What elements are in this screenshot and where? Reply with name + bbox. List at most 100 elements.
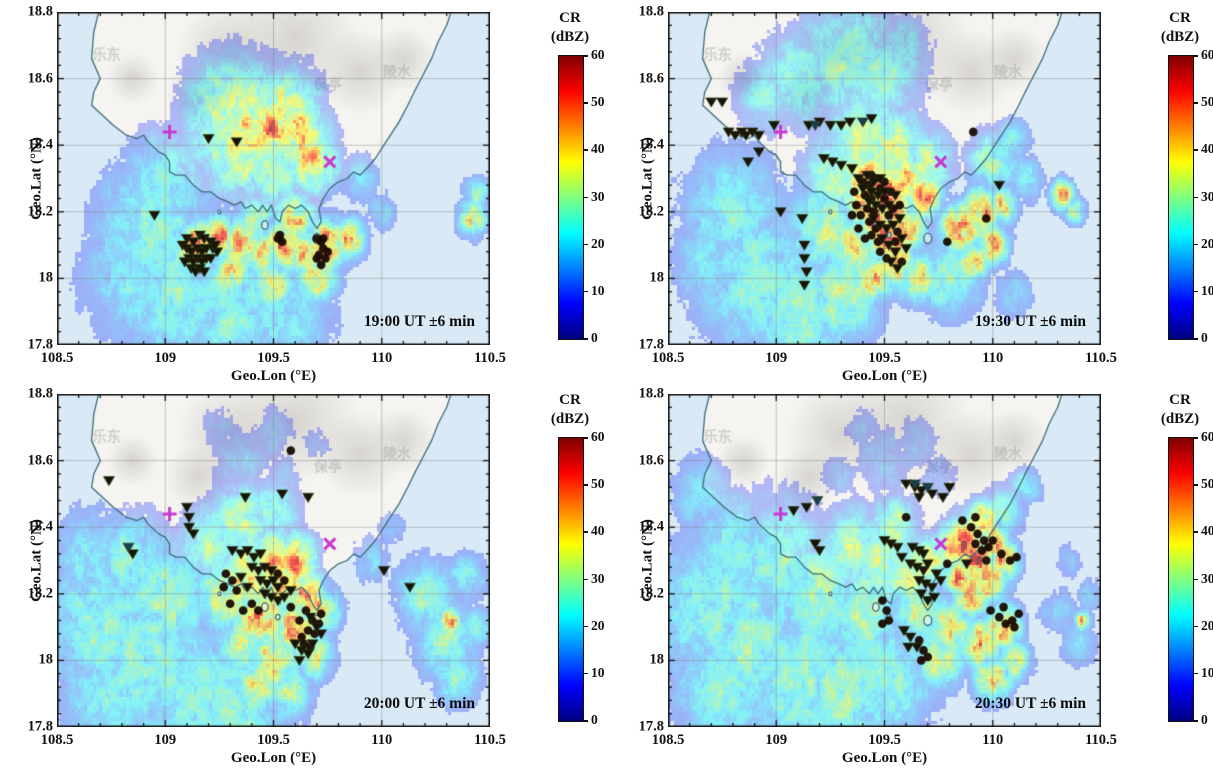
x-tick-label: 108.5 — [40, 732, 74, 748]
colorbar-tick-label: 40 — [591, 141, 605, 157]
radar-map-canvas-4 — [668, 394, 1101, 727]
y-tick-label: 18.2 — [638, 585, 664, 602]
colorbar-tick-label: 40 — [1201, 523, 1213, 539]
x-axis-title: Geo.Lon (°E) — [230, 368, 317, 384]
colorbar-tick-label: 10 — [591, 664, 605, 680]
y-axis-title: Geo.Lat (°N) — [28, 136, 45, 220]
colorbar-tick — [583, 55, 588, 57]
x-tick-label: 110.5 — [1085, 350, 1117, 366]
x-tick-label: 110 — [982, 350, 1004, 366]
radar-map-canvas-2 — [668, 12, 1101, 345]
y-tick-label: 18.8 — [27, 385, 53, 402]
colorbar-tick-label: 0 — [591, 330, 598, 345]
x-tick-label: 109 — [154, 732, 177, 748]
colorbar-title: CR — [559, 10, 581, 26]
colorbar-tick — [1193, 625, 1198, 628]
time-badge: 20:00 UT ±6 min — [363, 695, 475, 712]
y-tick-label: 17.8 — [27, 336, 53, 353]
colorbar-tick-label: 60 — [591, 47, 605, 62]
colorbar-tick — [583, 290, 588, 293]
y-tick-label: 18.4 — [638, 136, 664, 153]
colorbar-units: (dBZ) — [550, 411, 590, 427]
x-tick-label: 109.5 — [257, 350, 290, 366]
y-tick-label: 18 — [38, 651, 54, 668]
colorbar-tick-label: 0 — [1201, 712, 1208, 727]
y-tick-label: 18.6 — [27, 70, 53, 87]
colorbar-tick — [1193, 484, 1198, 486]
colorbar-tick — [1193, 243, 1198, 246]
colorbar-tick — [1193, 338, 1198, 340]
y-tick-label: 18.4 — [27, 136, 53, 153]
colorbar-tick — [1193, 196, 1198, 199]
y-tick-label: 18.4 — [27, 518, 53, 535]
y-tick-label: 18.2 — [27, 203, 53, 220]
y-axis-title: Geo.Lat (°N) — [639, 136, 656, 220]
y-tick-label: 18 — [649, 269, 665, 286]
y-tick-label: 18.6 — [638, 70, 664, 87]
y-tick-label: 18.8 — [638, 3, 664, 20]
y-axis-title: Geo.Lat (°N) — [639, 518, 656, 602]
colorbar-tick-label: 30 — [1201, 188, 1213, 204]
colorbar-tick — [583, 672, 588, 675]
time-badge: 19:30 UT ±6 min — [974, 313, 1086, 330]
colorbar-tick — [583, 531, 588, 533]
colorbar-tick — [1193, 102, 1198, 104]
colorbar-tick — [583, 437, 588, 439]
colorbar-gradient — [558, 55, 584, 340]
y-tick-label: 18 — [38, 269, 54, 286]
colorbar-tick — [583, 196, 588, 199]
x-tick-label: 110 — [371, 350, 393, 366]
colorbar-gradient — [1168, 55, 1194, 340]
colorbar-tick-label: 60 — [591, 429, 605, 444]
colorbar-tick-label: 40 — [1201, 141, 1213, 157]
x-tick-label: 110 — [371, 732, 393, 748]
colorbar-tick — [1193, 720, 1198, 722]
colorbar-tick — [1193, 55, 1198, 57]
colorbar-tick-label: 0 — [1201, 330, 1208, 345]
x-tick-label: 108.5 — [651, 350, 685, 366]
y-tick-label: 17.8 — [638, 336, 664, 353]
colorbar-tick-label: 10 — [591, 282, 605, 298]
colorbar-tick-label: 20 — [591, 235, 605, 251]
y-tick-label: 18.6 — [27, 452, 53, 469]
colorbar-units: (dBZ) — [1160, 411, 1200, 427]
colorbar-tick-label: 10 — [1201, 282, 1213, 298]
colorbar-gradient — [558, 437, 584, 722]
y-tick-label: 17.8 — [638, 718, 664, 735]
x-axis-title: Geo.Lon (°E) — [841, 368, 928, 384]
colorbar-tick — [1193, 672, 1198, 675]
colorbar-tick — [1193, 531, 1198, 533]
colorbar-tick — [583, 625, 588, 628]
colorbar-tick — [1193, 578, 1198, 581]
x-tick-label: 110.5 — [474, 732, 506, 748]
time-badge: 20:30 UT ±6 min — [974, 695, 1086, 712]
colorbar-tick-label: 20 — [1201, 617, 1213, 633]
colorbar-units: (dBZ) — [1160, 29, 1200, 45]
colorbar-tick-label: 60 — [1201, 429, 1213, 444]
x-axis-title: Geo.Lon (°E) — [230, 750, 317, 766]
time-badge: 19:00 UT ±6 min — [363, 313, 475, 330]
radar-map-canvas-1 — [57, 12, 490, 345]
colorbar-tick-label: 20 — [591, 617, 605, 633]
x-axis-title: Geo.Lon (°E) — [841, 750, 928, 766]
y-tick-label: 17.8 — [27, 718, 53, 735]
x-tick-label: 109.5 — [257, 732, 290, 748]
colorbar-tick — [1193, 290, 1198, 293]
x-tick-label: 108.5 — [651, 732, 685, 748]
colorbar-tick — [583, 720, 588, 722]
x-tick-label: 110 — [982, 732, 1004, 748]
colorbar-tick-label: 20 — [1201, 235, 1213, 251]
colorbar-tick-label: 50 — [1201, 476, 1213, 492]
y-tick-label: 18 — [649, 651, 665, 668]
colorbar-title: CR — [559, 392, 581, 408]
colorbar-tick — [583, 102, 588, 104]
colorbar-tick — [583, 484, 588, 486]
colorbar-title: CR — [1169, 392, 1191, 408]
colorbar-tick — [583, 243, 588, 246]
colorbar-title: CR — [1169, 10, 1191, 26]
colorbar-tick-label: 50 — [591, 94, 605, 110]
y-tick-label: 18.2 — [638, 203, 664, 220]
colorbar-tick-label: 30 — [591, 188, 605, 204]
colorbar-tick-label: 60 — [1201, 47, 1213, 62]
